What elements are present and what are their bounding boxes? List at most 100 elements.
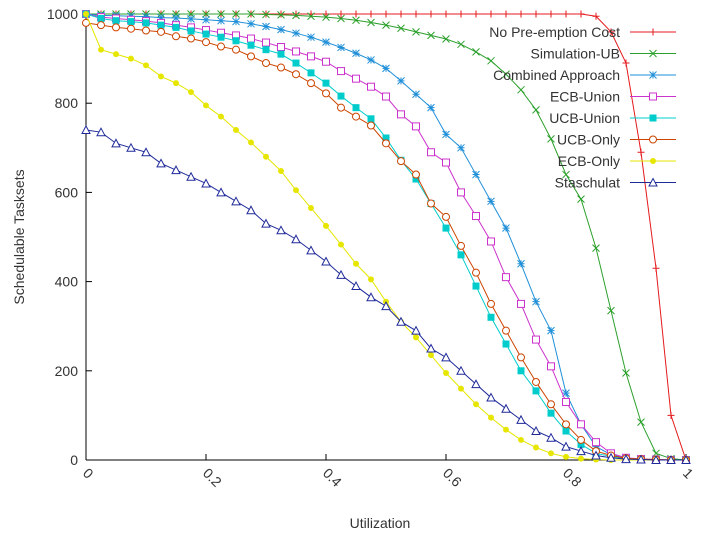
data-point [487,56,495,65]
data-point [172,23,180,31]
data-point [606,452,616,462]
data-point [426,343,436,353]
data-point [367,18,375,27]
legend-swatch-marker [649,49,657,58]
data-point [113,51,119,58]
data-point [532,10,540,18]
data-point [173,80,179,87]
x-tick-label: 0.4 [320,465,345,490]
data-point [396,316,406,326]
data-point [307,52,315,61]
data-point [202,10,210,18]
data-point [322,38,330,46]
y-tick-label: 200 [55,363,79,379]
data-point [96,127,106,137]
data-point [637,418,645,426]
data-point [293,187,299,194]
data-point [547,135,555,143]
data-point [427,31,435,40]
data-point [517,299,525,308]
data-point [457,241,465,250]
data-point [502,273,510,282]
series-layer [81,10,691,464]
data-point [517,85,525,94]
legend-swatch-marker [649,114,657,122]
data-point [172,14,180,22]
data-point [412,175,420,183]
data-point [142,12,150,21]
legend-item: ECB-Union [550,89,676,105]
data-point [472,282,480,290]
data-point [531,425,541,436]
data-point [502,224,510,232]
legend: No Pre-emption Cost Simulation-UB Combined… [489,24,676,191]
data-point [277,43,285,52]
data-point [501,403,511,413]
data-point [277,11,285,19]
data-point [442,158,450,167]
data-point [547,362,555,371]
data-point [367,82,375,91]
data-point [277,10,285,18]
data-point [382,139,390,148]
data-point [157,21,165,29]
data-point [382,64,390,73]
data-point [81,124,91,134]
data-point [142,19,150,27]
data-point [563,453,569,460]
data-point [502,326,510,335]
data-point [517,10,525,18]
data-point [562,420,570,429]
data-point [382,134,390,142]
data-point [413,334,419,341]
data-point [307,33,315,42]
data-point [292,11,300,20]
data-point [428,352,434,359]
data-point [442,224,450,232]
data-point [397,110,405,119]
data-point [577,435,585,444]
data-point [457,188,465,197]
data-point [306,245,316,255]
data-point [517,353,525,362]
legend-label: Staschulat [555,175,620,191]
y-tick-label: 800 [55,95,79,111]
data-point [667,411,675,419]
data-point [487,10,495,18]
data-point [187,34,195,43]
data-point [562,427,570,435]
data-point [247,41,255,49]
data-point [352,10,360,18]
data-point [157,10,165,18]
data-point [291,234,301,244]
y-tick-label: 600 [55,184,79,200]
data-point [111,138,121,148]
data-point [187,15,195,23]
data-point [248,139,254,146]
x-tick-label: 0.2 [200,465,225,490]
data-point [127,18,135,26]
legend-item: Simulation-UB [531,46,676,62]
data-point [503,426,509,433]
data-point [202,15,210,24]
data-point [533,444,539,451]
data-point [547,409,555,417]
data-point [442,10,450,18]
data-point [126,142,136,152]
legend-item: Combined Approach [493,67,676,83]
data-point [367,115,375,123]
data-point [261,218,271,228]
data-point [441,352,451,362]
data-point [157,27,165,36]
y-tick-label: 400 [55,274,79,290]
data-point [427,148,435,157]
data-point [277,63,285,72]
data-point [337,67,345,76]
data-point [158,73,164,80]
data-point [187,27,195,35]
data-point [232,17,240,26]
data-point [307,12,315,21]
data-point [322,13,330,21]
data-point [607,306,615,315]
legend-item: UCB-Union [549,110,676,126]
